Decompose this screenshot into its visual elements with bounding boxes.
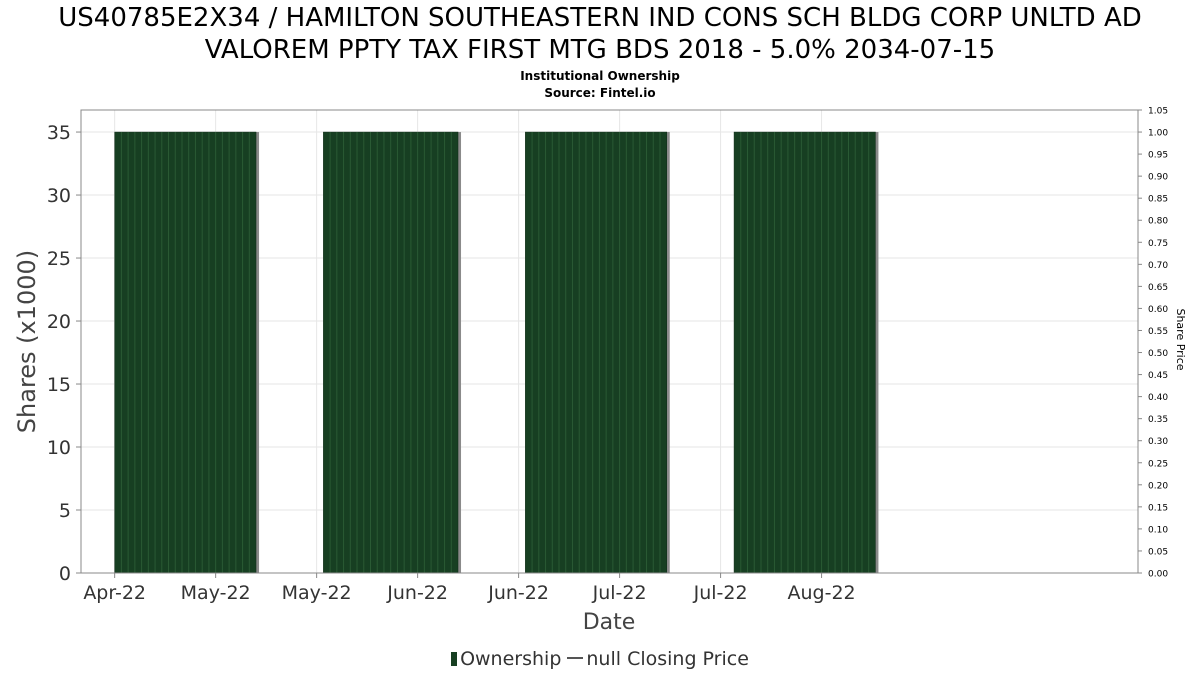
x-tick-label: May-22 [282,582,352,604]
chart-legend: Ownership null Closing Price [0,648,1200,670]
x-tick-label: Aug-22 [788,582,856,604]
chart-source: Source: Fintel.io [544,86,656,100]
y2-tick-label: 0.95 [1148,151,1168,161]
x-tick-label: May-22 [181,582,251,604]
chart-subtitle: Institutional Ownership [520,69,680,83]
ownership-bar [525,131,667,574]
y-tick-label: 0 [59,563,71,585]
y-tick-label: 25 [47,248,71,270]
x-tick-label: Jun-22 [487,582,549,604]
ownership-bar [733,131,876,574]
y2-tick-label: 0.90 [1148,173,1168,183]
legend-ownership-label: Ownership [460,648,562,670]
bars-layer [114,131,879,574]
y2-axis-label: Share Price [1174,308,1187,370]
y2-tick-label: 0.85 [1148,195,1168,205]
y2-tick-label: 0.00 [1148,570,1168,580]
y2-tick-label: 0.15 [1148,503,1168,513]
y2-tick-label: 0.25 [1148,459,1168,469]
y2-tick-label: 0.30 [1148,437,1168,447]
legend-closing-price-label: null Closing Price [586,648,749,670]
ownership-bar-shadow [256,132,260,574]
ownership-bar-shadow [875,132,879,574]
y2-tick-label: 0.10 [1148,525,1168,535]
y2-tick-label: 0.70 [1148,261,1168,271]
y-tick-label: 5 [59,500,71,522]
y-tick-label: 30 [47,185,71,207]
y2-tick-label: 0.45 [1148,371,1168,381]
ownership-legend-swatch [451,652,458,666]
x-tick-label: Jul-22 [592,582,647,604]
chart-title-line-2: VALOREM PPTY TAX FIRST MTG BDS 2018 - 5.… [204,35,996,65]
y2-tick-label: 0.60 [1148,305,1168,315]
y-tick-label: 20 [47,311,71,333]
right-y-axis: 0.00 0.05 0.10 0.15 0.20 0.25 0.30 0.35 0.40 0.45… [1138,107,1168,580]
plot-frame [80,109,1139,574]
y-tick-label: 10 [47,437,71,459]
y2-tick-label: 0.55 [1148,327,1168,337]
ownership-bar [114,131,257,574]
y2-tick-label: 1.05 [1148,107,1168,117]
y2-tick-label: 0.05 [1148,547,1168,557]
y-tick-label: 15 [47,374,71,396]
y2-tick-label: 0.75 [1148,239,1168,249]
y2-tick-label: 0.80 [1148,217,1168,227]
y2-tick-label: 0.20 [1148,481,1168,491]
left-y-axis: 0 5 10 15 20 25 30 35 [47,122,81,585]
chart-title-line-1: US40785E2X34 / HAMILTON SOUTHEASTERN IND… [58,3,1142,33]
ownership-bar-shadow [458,132,462,574]
y2-tick-label: 1.00 [1148,129,1168,139]
x-tick-label: Jul-22 [693,582,748,604]
y2-tick-label: 0.50 [1148,349,1168,359]
x-tick-label: Jun-22 [386,582,448,604]
x-axis-label: Date [583,610,636,635]
ownership-bar-shadow [666,132,670,574]
y2-tick-label: 0.40 [1148,393,1168,403]
x-tick-label: Apr-22 [83,582,146,604]
y2-tick-label: 0.35 [1148,415,1168,425]
y2-tick-label: 0.65 [1148,283,1168,293]
y-axis-label: Shares (x1000) [13,250,41,433]
y-tick-label: 35 [47,122,71,144]
x-axis: Apr-22 May-22 May-22 Jun-22 Jun-22 Jul-22 Jul-… [83,573,856,604]
closing-price-legend-swatch [567,657,584,659]
